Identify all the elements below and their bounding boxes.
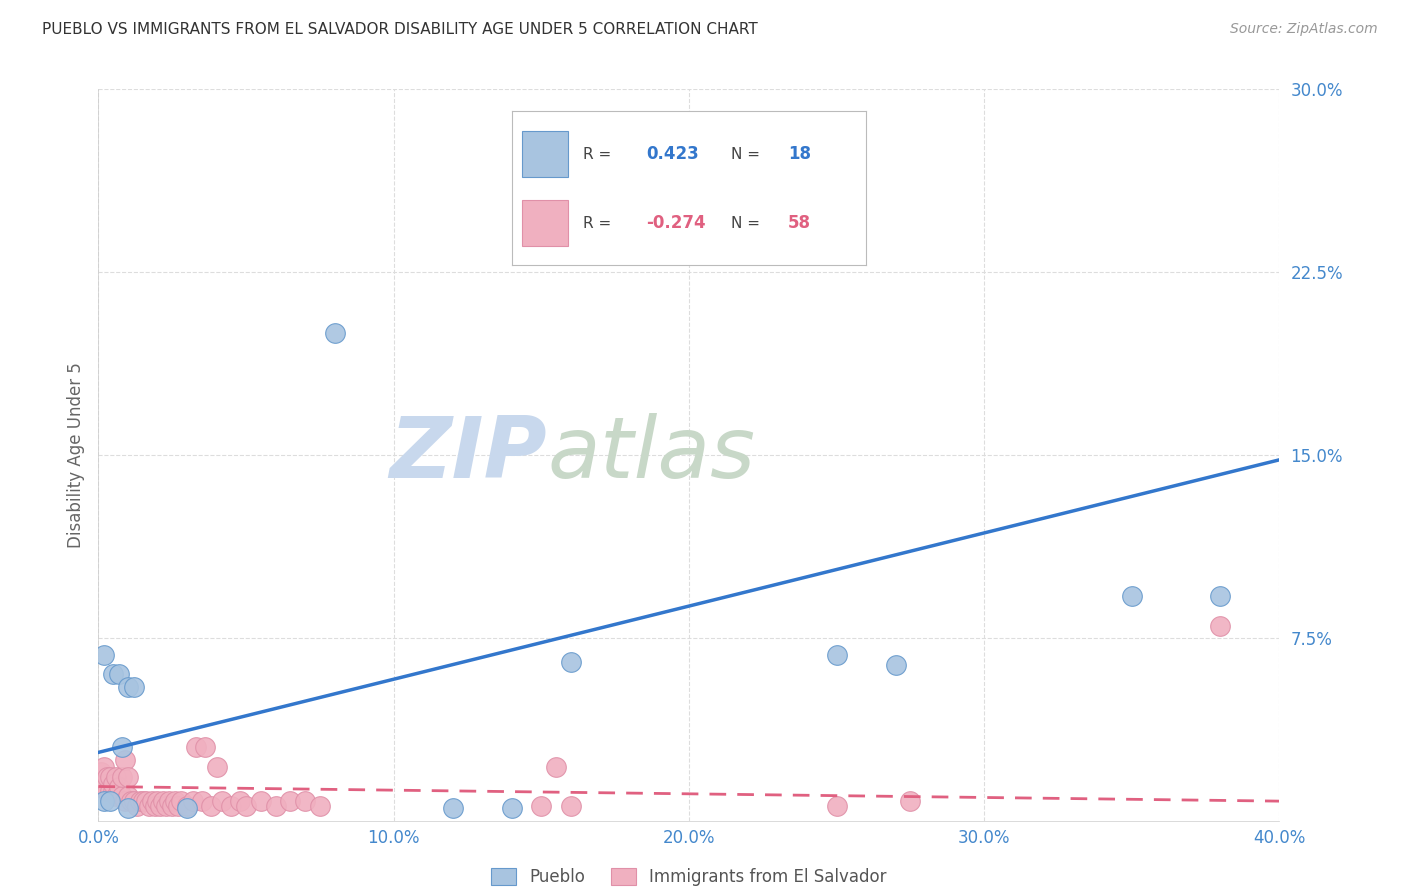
Point xyxy=(176,799,198,814)
Point xyxy=(108,667,131,681)
Point xyxy=(184,740,207,755)
Point xyxy=(141,794,163,808)
Point xyxy=(111,770,134,784)
Text: Source: ZipAtlas.com: Source: ZipAtlas.com xyxy=(1230,22,1378,37)
Point xyxy=(165,794,187,808)
Point xyxy=(128,794,150,808)
Point xyxy=(103,784,125,798)
Point xyxy=(98,794,121,808)
Point xyxy=(93,648,115,662)
Point xyxy=(229,794,252,808)
Point xyxy=(143,799,166,814)
Point xyxy=(825,648,848,662)
Point xyxy=(900,794,922,808)
Point xyxy=(125,799,148,814)
Point xyxy=(135,794,157,808)
Text: atlas: atlas xyxy=(547,413,755,497)
Point xyxy=(294,794,316,808)
Point xyxy=(138,799,160,814)
Point xyxy=(200,799,222,814)
Point xyxy=(155,799,177,814)
Text: PUEBLO VS IMMIGRANTS FROM EL SALVADOR DISABILITY AGE UNDER 5 CORRELATION CHART: PUEBLO VS IMMIGRANTS FROM EL SALVADOR DI… xyxy=(42,22,758,37)
Point xyxy=(544,760,567,774)
Point xyxy=(560,655,582,669)
Point xyxy=(117,801,139,815)
Point xyxy=(530,799,553,814)
Y-axis label: Disability Age Under 5: Disability Age Under 5 xyxy=(66,362,84,548)
Point xyxy=(501,801,523,815)
Point xyxy=(122,794,145,808)
Point xyxy=(181,794,204,808)
Point xyxy=(93,777,115,791)
Point xyxy=(250,794,273,808)
Point xyxy=(117,680,139,694)
Point xyxy=(103,777,125,791)
Point xyxy=(264,799,287,814)
Point xyxy=(235,799,257,814)
Point xyxy=(1121,590,1143,604)
Point xyxy=(191,794,214,808)
Point xyxy=(1209,590,1232,604)
Legend: Pueblo, Immigrants from El Salvador: Pueblo, Immigrants from El Salvador xyxy=(485,862,893,892)
Point xyxy=(108,780,131,794)
Point xyxy=(103,667,125,681)
Point xyxy=(98,770,121,784)
Point xyxy=(884,657,907,672)
Point xyxy=(309,799,332,814)
Point xyxy=(132,794,155,808)
Point xyxy=(122,680,145,694)
Point xyxy=(120,794,142,808)
Point xyxy=(117,770,139,784)
Point xyxy=(167,799,190,814)
Point xyxy=(219,799,242,814)
Point xyxy=(205,760,228,774)
Point xyxy=(90,764,112,779)
Point xyxy=(560,799,582,814)
Point xyxy=(105,770,128,784)
Point xyxy=(825,799,848,814)
Point xyxy=(157,794,180,808)
Point xyxy=(441,801,464,815)
Point xyxy=(211,794,233,808)
Point xyxy=(111,789,134,804)
Point xyxy=(152,794,174,808)
Point xyxy=(98,784,121,798)
Point xyxy=(117,789,139,804)
Point xyxy=(114,794,136,808)
Point xyxy=(149,799,172,814)
Point xyxy=(176,801,198,815)
Point xyxy=(96,770,118,784)
Point xyxy=(93,794,115,808)
Point xyxy=(323,326,346,340)
Text: ZIP: ZIP xyxy=(389,413,547,497)
Point xyxy=(105,789,128,804)
Point xyxy=(170,794,193,808)
Point xyxy=(146,794,169,808)
Point xyxy=(93,760,115,774)
Point xyxy=(96,784,118,798)
Point xyxy=(194,740,217,755)
Point xyxy=(278,794,302,808)
Point xyxy=(114,753,136,767)
Point xyxy=(111,740,134,755)
Point xyxy=(1209,618,1232,632)
Point xyxy=(162,799,183,814)
